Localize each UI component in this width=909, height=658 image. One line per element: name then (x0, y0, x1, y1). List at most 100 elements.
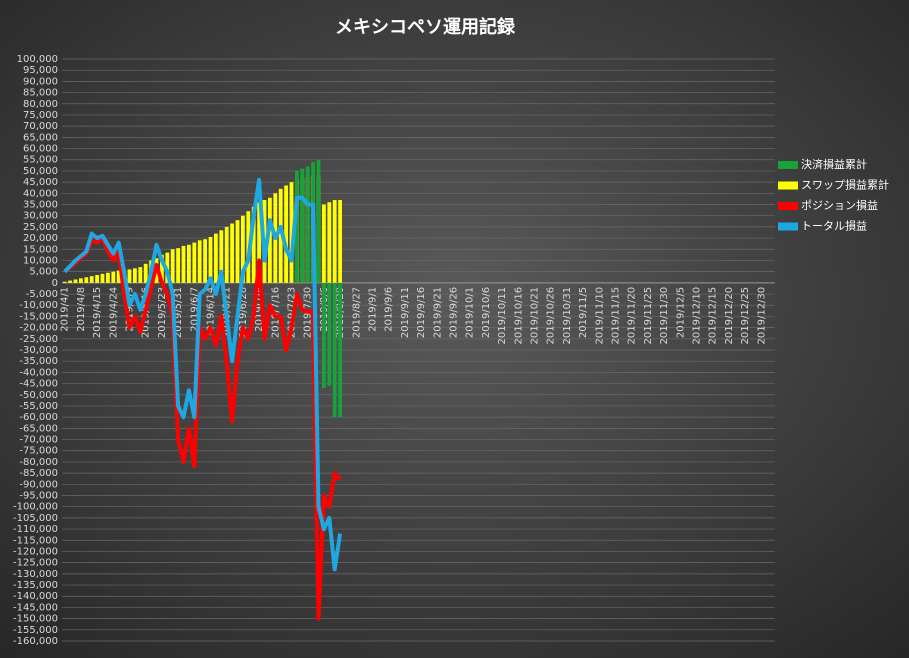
x-tick-label: 2019/12/5 (675, 287, 686, 338)
y-tick-label: 0 (52, 278, 58, 289)
y-tick-label: -145,000 (13, 602, 58, 613)
x-tick-label: 2019/9/6 (384, 287, 395, 332)
y-tick-label: 35,000 (23, 200, 58, 211)
x-tick-label: 2019/11/15 (611, 287, 622, 345)
y-tick-label: 40,000 (23, 188, 58, 199)
bar (84, 277, 89, 283)
bar (116, 270, 121, 283)
bar (197, 240, 202, 283)
x-tick-label: 2019/11/20 (627, 287, 638, 345)
x-tick-label: 2019/5/9 (125, 287, 136, 332)
x-tick-label: 2019/4/24 (108, 287, 119, 338)
y-tick-label: -100,000 (13, 502, 58, 513)
y-tick-label: 75,000 (23, 110, 58, 121)
bar (257, 202, 261, 283)
bar (73, 279, 78, 283)
legend-label: トータル損益 (801, 219, 867, 233)
x-tick-label: 2019/4/1 (60, 287, 71, 332)
bar (100, 273, 105, 283)
y-tick-label: 80,000 (23, 99, 58, 110)
x-tick-label: 2019/11/5 (578, 287, 589, 338)
y-tick-label: -140,000 (13, 591, 58, 602)
y-tick-label: -5,000 (26, 289, 58, 300)
legend-swatch (778, 202, 798, 210)
bar (143, 263, 148, 283)
bar (241, 215, 245, 283)
y-tick-label: 100,000 (17, 54, 58, 65)
bar (127, 269, 132, 283)
bar (62, 281, 67, 283)
y-tick-label: 25,000 (23, 222, 58, 233)
x-tick-label: 2019/10/11 (497, 287, 508, 345)
y-tick-label: -80,000 (19, 457, 58, 468)
bar (138, 267, 143, 283)
legend-label: ポジション損益 (801, 198, 878, 212)
bar (106, 272, 110, 283)
y-tick-label: -110,000 (13, 524, 58, 535)
y-tick-label: 95,000 (23, 65, 58, 76)
x-tick-label: 2019/9/26 (449, 287, 460, 338)
chart-title: メキシコペソ運用記録 (335, 16, 516, 38)
y-tick-label: -95,000 (19, 491, 58, 502)
y-tick-label: -70,000 (19, 435, 58, 446)
line (63, 177, 343, 572)
y-tick-label: -150,000 (13, 614, 58, 625)
bar (133, 268, 137, 283)
y-tick-label: 90,000 (23, 76, 58, 87)
x-tick-label: 2019/6/7 (189, 287, 200, 332)
bar (224, 226, 229, 283)
bar (230, 223, 234, 283)
x-tick-label: 2019/4/8 (76, 287, 87, 332)
bar (95, 275, 99, 283)
y-tick-label: -90,000 (19, 479, 58, 490)
x-tick-label: 2019/12/30 (756, 287, 767, 345)
bar (295, 170, 299, 283)
y-tick-label: 5,000 (29, 267, 58, 278)
y-tick-label: -55,000 (19, 401, 58, 412)
bar (322, 282, 326, 389)
x-tick-label: 2019/10/31 (562, 287, 573, 345)
y-tick-label: -50,000 (19, 390, 58, 401)
x-tick-label: 2019/9/11 (400, 287, 411, 338)
line (63, 236, 342, 621)
y-tick-label: 20,000 (23, 233, 58, 244)
x-tick-label: 2019/10/6 (481, 287, 492, 338)
bar (235, 220, 240, 283)
bar (289, 182, 294, 283)
legend-swatch (778, 222, 798, 231)
x-tick-label: 2019/11/25 (643, 287, 654, 345)
y-tick-label: -115,000 (13, 535, 58, 546)
x-tick-label: 2019/8/27 (351, 287, 362, 338)
bar (79, 278, 83, 283)
bar (192, 242, 197, 283)
bar (68, 280, 72, 283)
y-tick-label: -75,000 (19, 446, 58, 457)
bar (111, 271, 116, 283)
y-tick-label: -15,000 (19, 311, 58, 322)
bar (316, 159, 321, 283)
y-tick-label: -45,000 (19, 379, 58, 390)
bar (305, 166, 310, 283)
x-tick-label: 2019/12/20 (724, 287, 735, 345)
bar (214, 233, 218, 283)
y-tick-label: 85,000 (23, 88, 58, 99)
y-tick-label: -135,000 (13, 580, 58, 591)
x-tick-label: 2019/10/21 (530, 287, 541, 345)
y-tick-label: 50,000 (23, 166, 58, 177)
x-tick-label: 2019/12/25 (740, 287, 751, 345)
bar (268, 197, 272, 283)
bar (170, 249, 175, 283)
x-tick-label: 2019/5/23 (157, 287, 168, 338)
bar (208, 236, 213, 283)
y-tick-label: 10,000 (23, 255, 58, 266)
bar (300, 168, 305, 283)
x-tick-label: 2019/7/8 (254, 287, 265, 332)
y-tick-label: -30,000 (19, 345, 58, 356)
bar (338, 200, 342, 283)
x-tick-label: 2019/9/1 (368, 287, 379, 332)
y-tick-label: -60,000 (19, 412, 58, 423)
x-tick-label: 2019/4/15 (92, 287, 103, 338)
y-tick-label: -105,000 (13, 513, 58, 524)
